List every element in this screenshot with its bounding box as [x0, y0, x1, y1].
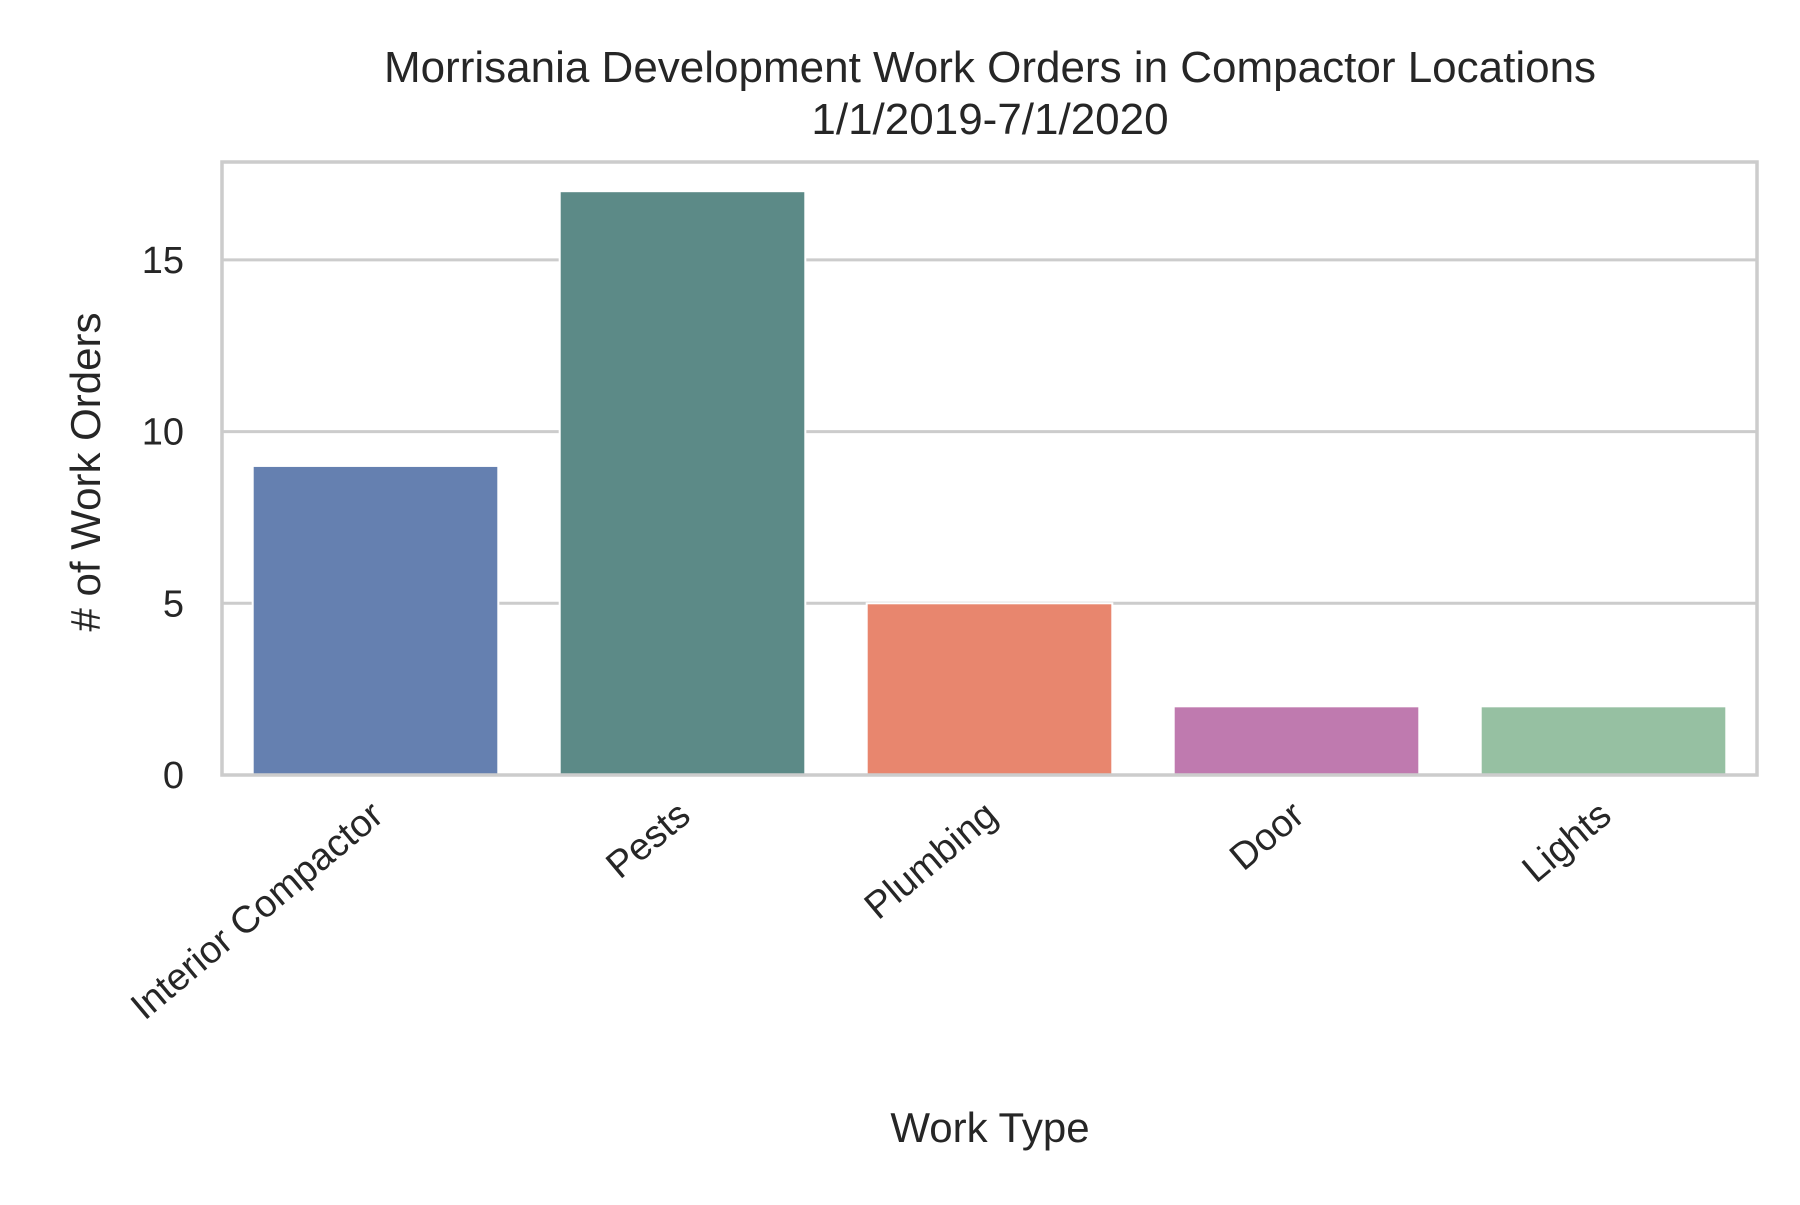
chart-subtitle: 1/1/2019-7/1/2020 [811, 95, 1168, 144]
bar-door [1172, 705, 1421, 776]
bar-lights [1479, 705, 1728, 776]
plot-frame [220, 160, 1759, 777]
chart-title: Morrisania Development Work Orders in Co… [384, 43, 1596, 92]
x-tick-label: Interior Compactor [123, 794, 391, 1029]
y-tick-label: 0 [163, 755, 184, 797]
bars [251, 190, 1728, 776]
x-tick-label: Plumbing [857, 794, 1005, 928]
y-tick-label: 10 [142, 412, 184, 454]
x-tick-labels: Interior Compactor Pests Plumbing Door Light… [123, 794, 1619, 1029]
x-tick-label: Lights [1515, 794, 1620, 891]
x-tick-label: Door [1222, 794, 1312, 879]
y-axis-label: # of Work Orders [62, 313, 109, 632]
bar-plumbing [865, 602, 1114, 776]
bar-interior-compactor [251, 464, 500, 776]
y-tick-label: 5 [163, 583, 184, 625]
bar-pests [558, 190, 807, 776]
y-tick-label: 15 [142, 240, 184, 282]
x-axis-label: Work Type [890, 1104, 1089, 1151]
x-tick-label: Pests [598, 794, 698, 887]
y-tick-labels: 0 5 10 15 [142, 240, 184, 797]
